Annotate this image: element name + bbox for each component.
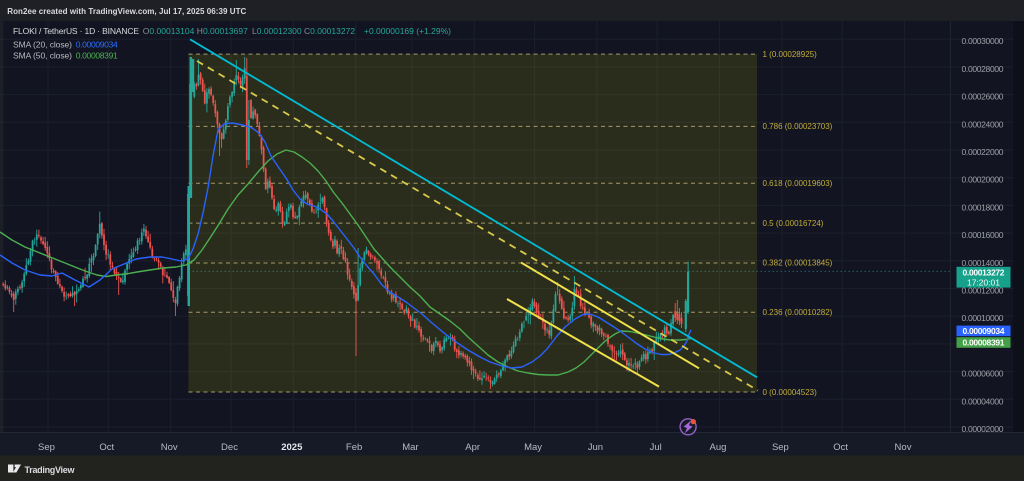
svg-text:0.00016000: 0.00016000: [962, 230, 1004, 240]
svg-text:0.00026000: 0.00026000: [962, 92, 1004, 102]
svg-text:0.00009034: 0.00009034: [963, 326, 1005, 336]
svg-text:0.00012000: 0.00012000: [962, 286, 1004, 296]
svg-text:0.00024000: 0.00024000: [962, 119, 1004, 129]
svg-text:0.00018000: 0.00018000: [962, 202, 1004, 212]
svg-text:Ron2ee created with TradingVie: Ron2ee created with TradingView.com, Jul…: [7, 7, 246, 16]
svg-text:Apr: Apr: [465, 442, 480, 453]
svg-text:0.00028000: 0.00028000: [962, 64, 1004, 74]
svg-text:0.00008391: 0.00008391: [963, 337, 1005, 347]
svg-text:0.00022000: 0.00022000: [962, 147, 1004, 157]
svg-text:Nov: Nov: [895, 442, 912, 453]
svg-text:SMA (20, close)0.00009034: SMA (20, close) 0.00009034: [13, 40, 118, 50]
svg-text:0.00014000: 0.00014000: [962, 258, 1004, 268]
svg-text:Oct: Oct: [833, 442, 848, 453]
svg-text:17:20:01: 17:20:01: [967, 278, 1000, 288]
svg-text:Nov: Nov: [161, 442, 178, 453]
svg-text:May: May: [524, 442, 542, 453]
svg-text:Aug: Aug: [710, 442, 727, 453]
svg-text:Sep: Sep: [38, 442, 55, 453]
svg-text:TradingView: TradingView: [25, 465, 76, 475]
svg-text:0.618 (0.00019603): 0.618 (0.00019603): [763, 179, 833, 188]
svg-text:1 (0.00028925): 1 (0.00028925): [763, 50, 818, 59]
svg-text:SMA (50, close)0.00008391: SMA (50, close) 0.00008391: [13, 51, 118, 61]
svg-text:0.00002000: 0.00002000: [962, 424, 1004, 434]
svg-text:0.00004000: 0.00004000: [962, 396, 1004, 406]
svg-text:0.236 (0.00010282): 0.236 (0.00010282): [763, 308, 833, 317]
svg-text:Feb: Feb: [346, 442, 362, 453]
svg-text:Mar: Mar: [402, 442, 418, 453]
svg-text:0.00013272: 0.00013272: [963, 268, 1005, 278]
svg-text:0.00006000: 0.00006000: [962, 369, 1004, 379]
svg-text:Sep: Sep: [772, 442, 789, 453]
svg-text:0.00020000: 0.00020000: [962, 175, 1004, 185]
svg-text:FLOKI / TetherUS · 1D · BINANC: FLOKI / TetherUS · 1D · BINANCE: [13, 26, 139, 36]
svg-text:2025: 2025: [281, 442, 303, 453]
svg-text:Jun: Jun: [588, 442, 603, 453]
svg-text:0.5 (0.00016724): 0.5 (0.00016724): [763, 219, 824, 228]
svg-text:Jul: Jul: [650, 442, 662, 453]
svg-text:0 (0.00004523): 0 (0.00004523): [763, 388, 818, 397]
svg-text:Oct: Oct: [99, 442, 114, 453]
svg-text:0.786 (0.00023703): 0.786 (0.00023703): [763, 122, 833, 131]
svg-text:0.00010000: 0.00010000: [962, 313, 1004, 323]
svg-text:Dec: Dec: [221, 442, 238, 453]
svg-text:0.382 (0.00013845): 0.382 (0.00013845): [763, 259, 833, 268]
svg-text:0.00030000: 0.00030000: [962, 36, 1004, 46]
